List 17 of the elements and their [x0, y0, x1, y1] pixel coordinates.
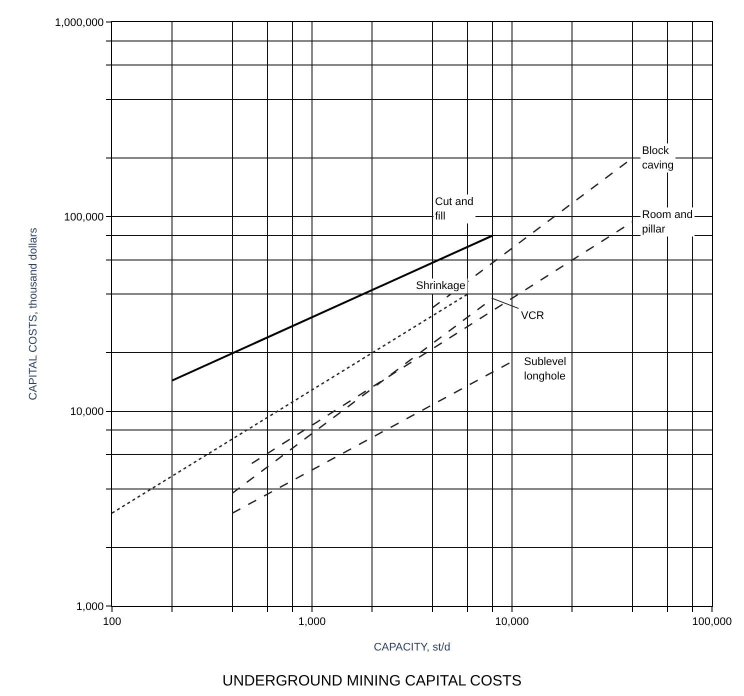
y-tick-label: 100,000 — [64, 212, 104, 224]
series-label: Room and pillar — [642, 209, 693, 236]
y-tick-label: 1,000,000 — [54, 16, 104, 29]
x-tick-label: 1,000 — [298, 616, 326, 628]
y-tick-label: 1,000 — [76, 600, 104, 613]
y-tick-label: 10,000 — [70, 406, 104, 418]
text: VCR — [521, 310, 544, 322]
x-axis-title: CAPACITY, st/d — [374, 641, 450, 654]
series-label: Cut and fill — [435, 196, 474, 222]
y-axis-title: CAPITAL COSTS, thousand dollars — [28, 227, 40, 400]
series-label: Sublevel longhole — [524, 356, 566, 382]
text: UNDERGROUND MINING CAPITAL COSTS — [222, 672, 522, 690]
x-tick-label: 100,000 — [692, 616, 732, 628]
x-tick-label: 100 — [102, 616, 122, 628]
x-tick-label: 10,000 — [495, 616, 529, 628]
series-label: Block caving — [642, 145, 674, 172]
series-label: Shrinkage — [416, 280, 466, 292]
